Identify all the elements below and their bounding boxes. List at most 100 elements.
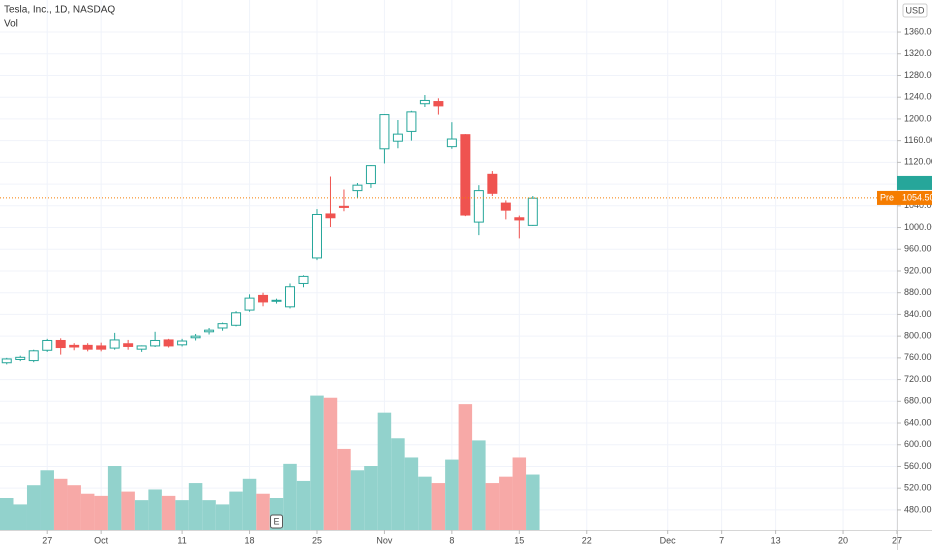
- candle-body: [311, 213, 322, 259]
- volume-bar: [418, 476, 432, 530]
- volume-bar: [431, 483, 446, 530]
- volume-bar: [472, 440, 486, 530]
- volume-bar: [80, 493, 95, 530]
- candle-body: [298, 275, 309, 284]
- volume-label: Vol: [4, 19, 18, 30]
- y-tick-label: 960.00: [904, 244, 932, 254]
- x-tick-label: 27: [42, 535, 52, 545]
- volume-bar: [526, 474, 540, 530]
- volume-bar: [26, 485, 41, 530]
- candle-body: [1, 358, 12, 364]
- candle-body: [527, 197, 538, 226]
- x-tick-label: 20: [838, 535, 848, 545]
- candle-body: [365, 165, 376, 185]
- candle-body: [500, 202, 511, 211]
- y-tick-label: 1320.00: [904, 48, 932, 58]
- candle-body: [433, 101, 444, 107]
- candle-body: [42, 339, 53, 351]
- y-tick-label: 1200.00: [904, 113, 932, 123]
- volume-bar: [134, 500, 149, 530]
- last-price-tag: Pre: [880, 192, 894, 202]
- x-tick-label: 25: [312, 535, 322, 545]
- volume-bar: [445, 459, 459, 530]
- volume-bar: [377, 412, 392, 530]
- x-tick-label: 7: [719, 535, 724, 545]
- x-tick-label: 15: [514, 535, 524, 545]
- y-tick-label: 720.00: [904, 374, 932, 384]
- currency-box[interactable]: [902, 3, 928, 18]
- x-tick-label: 8: [449, 535, 454, 545]
- y-tick-label: 600.00: [904, 439, 932, 449]
- y-tick-label: 1280.00: [904, 70, 932, 80]
- candle-body: [217, 323, 228, 329]
- earnings-label: E: [274, 516, 280, 526]
- y-tick-label: 640.00: [904, 417, 932, 427]
- y-tick-label: 680.00: [904, 396, 932, 406]
- volume-bar: [107, 466, 122, 530]
- volume-bar: [364, 466, 378, 530]
- volume-bar: [323, 397, 338, 530]
- candle-body: [379, 114, 390, 150]
- y-tick-label: 1360.00: [904, 26, 932, 36]
- x-tick-label: 22: [582, 535, 592, 545]
- chart-title: Tesla, Inc., 1D, NASDAQ: [4, 5, 115, 16]
- candle-body: [69, 344, 80, 348]
- volume-bar: [499, 476, 513, 530]
- volume-bar: [404, 457, 419, 530]
- candle-body: [338, 205, 349, 208]
- candle-body: [109, 339, 120, 349]
- candle-body: [163, 339, 174, 347]
- y-tick-label: 480.00: [904, 504, 932, 514]
- volume-bar: [350, 470, 365, 530]
- x-tick-label: Nov: [376, 535, 393, 545]
- candle-body: [28, 350, 39, 362]
- x-tick-label: 13: [771, 535, 781, 545]
- candle-body: [514, 217, 525, 221]
- volume-bar: [215, 504, 230, 530]
- candle-body: [419, 99, 430, 105]
- candle-body: [123, 343, 134, 347]
- volume-bar: [121, 491, 135, 530]
- y-tick-label: 1240.00: [904, 92, 932, 102]
- volume-bar: [458, 404, 473, 530]
- candle-body: [406, 111, 417, 132]
- volume-bar: [310, 395, 324, 530]
- x-tick-label: 18: [245, 535, 255, 545]
- volume-bar: [0, 498, 14, 530]
- volume-bar: [391, 438, 405, 530]
- y-tick-label: 520.00: [904, 483, 932, 493]
- volume-bar: [202, 500, 216, 530]
- volume-bar: [256, 493, 270, 530]
- volume-bar: [242, 478, 257, 530]
- candle-body: [244, 297, 255, 311]
- y-tick-label: 920.00: [904, 265, 932, 275]
- candle-body: [285, 286, 296, 308]
- volume-bar: [229, 491, 243, 530]
- candle-body: [446, 138, 457, 148]
- x-tick-label: Dec: [660, 535, 677, 545]
- y-tick-label: 760.00: [904, 352, 932, 362]
- candle-body: [82, 344, 93, 350]
- x-tick-label: 27: [892, 535, 902, 545]
- candle-body: [190, 335, 201, 339]
- y-tick-label: 560.00: [904, 461, 932, 471]
- candle-body: [204, 329, 215, 333]
- volume-bar: [512, 457, 527, 530]
- candle-body: [325, 213, 336, 219]
- candle-body: [473, 190, 484, 223]
- volume-bar: [161, 495, 176, 530]
- x-tick-label: 11: [177, 535, 186, 545]
- candle-body: [136, 345, 147, 350]
- y-tick-label: 800.00: [904, 331, 932, 341]
- candle-body: [231, 312, 242, 326]
- last-price-box: [897, 190, 932, 205]
- candle-body: [55, 339, 66, 349]
- current-price-box: [897, 175, 932, 190]
- y-tick-label: 1000.00: [904, 222, 932, 232]
- candle-body: [96, 345, 107, 350]
- candle-body: [392, 133, 403, 142]
- candle-body: [487, 173, 498, 194]
- y-tick-label: 1120.00: [904, 157, 932, 167]
- candle-body: [15, 356, 26, 360]
